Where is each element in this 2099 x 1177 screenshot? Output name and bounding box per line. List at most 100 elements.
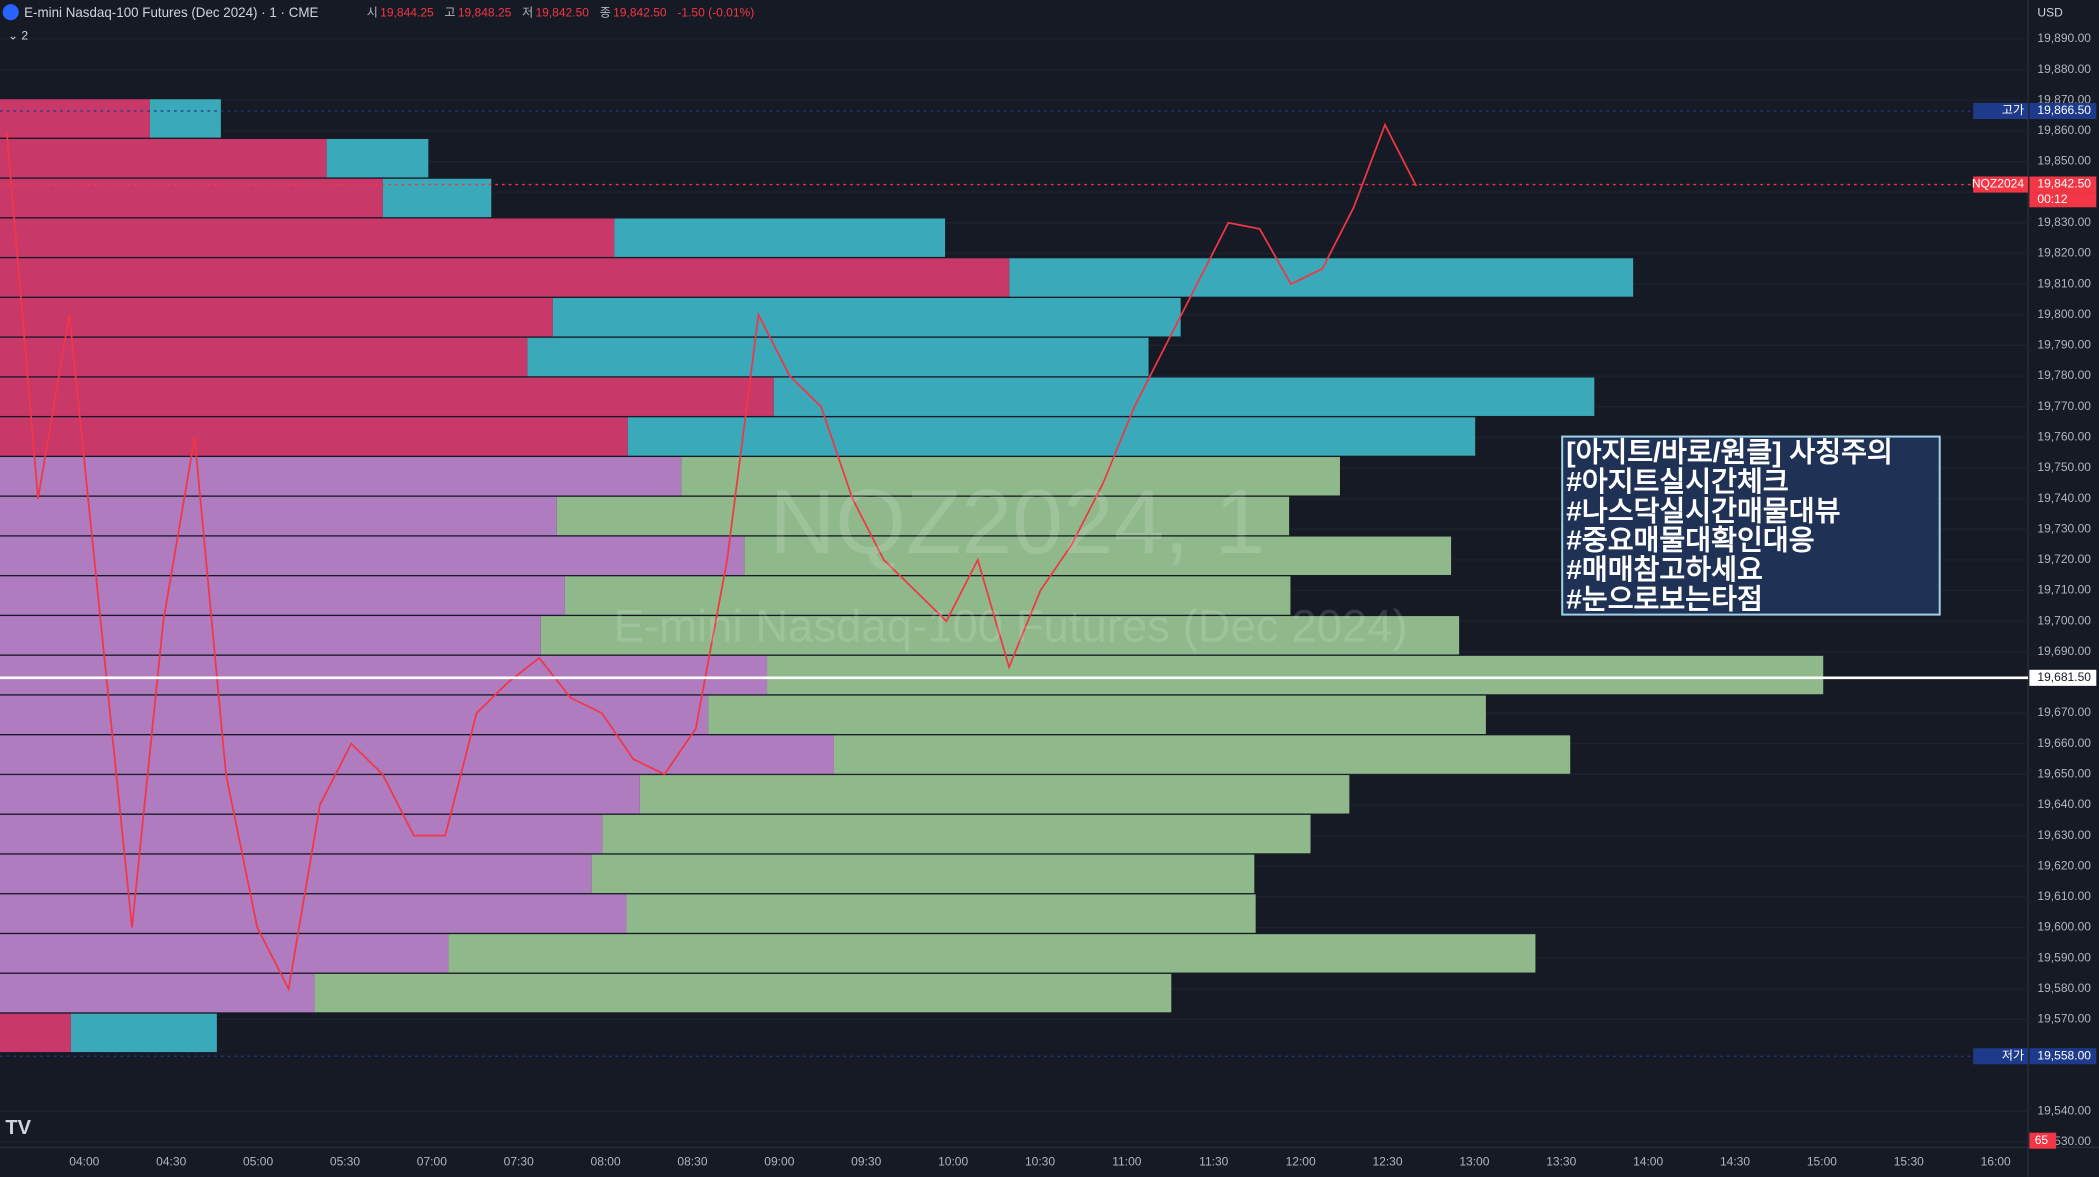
x-tick-label: 14:30 <box>1720 1154 1750 1168</box>
profile-down <box>0 616 541 655</box>
x-tick-label: 11:00 <box>1112 1154 1142 1168</box>
indicator-count[interactable]: 2 <box>21 28 28 42</box>
ohlc-value: 19,844.25 <box>380 6 434 20</box>
watermark: E-mini Nasdaq-100 Futures (Dec 2024) <box>614 600 1408 651</box>
x-tick-label: 10:00 <box>938 1154 968 1168</box>
symbol-icon[interactable] <box>2 4 19 21</box>
profile-up <box>326 138 429 178</box>
profile-down <box>0 973 315 1013</box>
profile-up <box>552 298 1181 337</box>
collapse-toggle[interactable]: ⌄ <box>8 28 18 42</box>
profile-up <box>708 695 1486 735</box>
profile-down <box>0 298 553 337</box>
price-marker-name: 고가 <box>2002 103 2024 117</box>
y-tick-label: 19,640.00 <box>2037 797 2091 811</box>
countdown: 00:12 <box>2037 192 2067 206</box>
y-tick-label: 19,860.00 <box>2037 123 2091 137</box>
y-tick-label: 19,540.00 <box>2037 1104 2091 1118</box>
y-tick-label: 19,570.00 <box>2037 1012 2091 1026</box>
x-tick-label: 12:00 <box>1286 1154 1316 1168</box>
x-tick-label: 04:00 <box>69 1154 99 1168</box>
y-tick-label: 19,830.00 <box>2037 215 2091 229</box>
profile-down <box>0 138 327 178</box>
volume-label: 65 <box>2035 1133 2049 1147</box>
profile-down <box>0 576 565 615</box>
x-tick-label: 09:30 <box>851 1154 881 1168</box>
profile-up <box>1009 258 1634 297</box>
x-tick-label: 15:30 <box>1894 1154 1924 1168</box>
plot: 19,890.00 19,880.00 19,870.00 19,860.00 19,8… <box>0 31 2097 1168</box>
profile-up <box>744 536 1452 575</box>
profile-up <box>681 457 1340 496</box>
price-marker-bg <box>2029 1048 2097 1065</box>
price-marker-name: NQZ2024 <box>1972 177 2024 191</box>
y-tick-label: 19,630.00 <box>2037 828 2091 842</box>
profile-down <box>0 377 774 416</box>
profile-down <box>0 655 768 695</box>
y-tick-label: 19,780.00 <box>2037 368 2091 382</box>
profile-down <box>0 417 628 456</box>
price-marker-label: 19,558.00 <box>2037 1048 2091 1062</box>
y-tick-label: 19,590.00 <box>2037 950 2091 964</box>
profile-up <box>627 417 1476 456</box>
y-tick-label: 19,820.00 <box>2037 246 2091 260</box>
price-marker-bg <box>2029 102 2097 120</box>
y-tick-label: 19,760.00 <box>2037 429 2091 443</box>
annotation-line: #중요매물대확인대응 <box>1566 525 1814 556</box>
countdown-bg <box>2029 192 2097 208</box>
x-tick-label: 10:30 <box>1025 1154 1055 1168</box>
currency[interactable]: USD <box>2037 6 2063 20</box>
y-tick-label: 19,750.00 <box>2037 460 2091 474</box>
x-tick-label: 11:30 <box>1199 1154 1229 1168</box>
y-tick-label: 19,720.00 <box>2037 552 2091 566</box>
annotation-box <box>1561 435 1941 616</box>
price-marker-name: 저가 <box>2002 1048 2024 1062</box>
y-tick-label: 19,600.00 <box>2037 920 2091 934</box>
profile-down <box>0 337 528 377</box>
ohlc-label: 고 <box>444 6 455 20</box>
profile-down <box>0 1013 71 1053</box>
profile-down <box>0 218 615 257</box>
ohlc-label: 저 <box>522 6 533 20</box>
price-marker-label: 19,842.50 <box>2037 177 2091 191</box>
profile-up <box>767 655 1824 695</box>
profile-down <box>0 457 682 496</box>
profile-up <box>626 894 1256 933</box>
price-marker-label: 19,681.50 <box>2037 670 2091 684</box>
y-tick-label: 19,580.00 <box>2037 981 2091 995</box>
price-marker-label: 19,866.50 <box>2037 103 2091 117</box>
y-tick-label: 19,620.00 <box>2037 858 2091 872</box>
profile-down <box>0 695 709 735</box>
annotation-line: #눈으로보는타점 <box>1566 584 1763 615</box>
x-tick-label: 07:30 <box>504 1154 534 1168</box>
x-tick-label: 13:30 <box>1546 1154 1576 1168</box>
profile-up <box>448 934 1536 973</box>
ohlc-value: 19,848.25 <box>458 6 512 20</box>
y-tick-label: 19,670.00 <box>2037 705 2091 719</box>
profile-up <box>833 735 1571 774</box>
y-tick-label: 19,690.00 <box>2037 644 2091 658</box>
profile-up <box>314 973 1172 1013</box>
y-tick-label: 19,740.00 <box>2037 491 2091 505</box>
price-marker-bg <box>2029 669 2097 686</box>
profile-down <box>0 854 592 894</box>
x-tick-label: 08:30 <box>677 1154 707 1168</box>
profile-down <box>0 178 383 218</box>
logo[interactable]: TV <box>5 1117 31 1139</box>
x-tick-label: 14:00 <box>1633 1154 1663 1168</box>
y-tick-label: 19,770.00 <box>2037 399 2091 413</box>
profile-up <box>614 218 946 257</box>
ohlc-value: 19,842.50 <box>535 6 589 20</box>
profile-down <box>0 934 449 973</box>
profile-up <box>639 775 1350 814</box>
symbol[interactable]: E-mini Nasdaq-100 Futures (Dec 2024) · 1… <box>24 5 318 20</box>
x-tick-label: 12:30 <box>1372 1154 1402 1168</box>
y-tick-label: 19,610.00 <box>2037 889 2091 903</box>
watermark: NQZ2024, 1 <box>769 472 1265 573</box>
y-tick-label: 19,800.00 <box>2037 307 2091 321</box>
x-tick-label: 13:00 <box>1459 1154 1489 1168</box>
x-tick-label: 05:00 <box>243 1154 273 1168</box>
x-tick-label: 16:00 <box>1981 1154 2011 1168</box>
profile-up <box>591 854 1255 894</box>
